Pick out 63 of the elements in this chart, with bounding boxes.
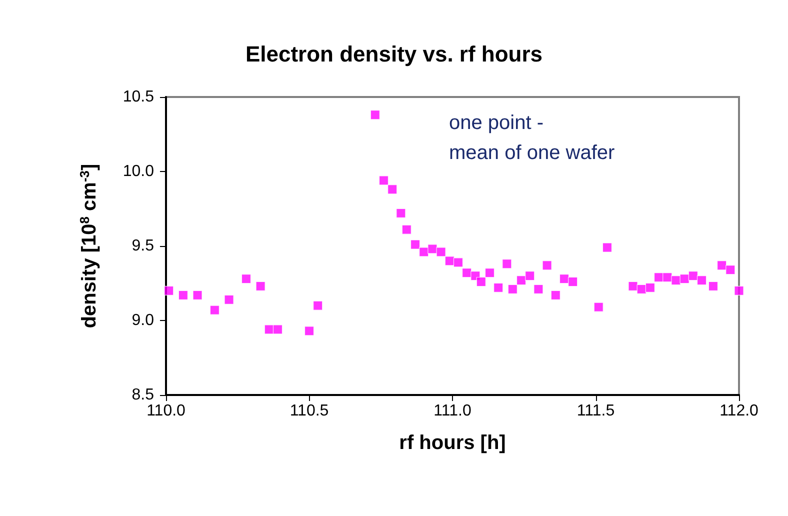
point	[696, 275, 707, 286]
point	[688, 271, 698, 281]
x-tick-label: 112.0	[720, 402, 759, 420]
point	[671, 275, 681, 286]
point	[272, 324, 283, 334]
y-tick-label: 10.0	[122, 163, 154, 180]
point	[550, 290, 560, 300]
point	[628, 281, 638, 292]
point	[192, 290, 202, 300]
point	[602, 242, 612, 252]
point	[178, 290, 188, 300]
point	[264, 324, 274, 334]
y-axis-title: density [108 cm-3]	[77, 164, 100, 328]
point	[410, 240, 420, 250]
x-axis-title: rf hours [h]	[399, 432, 506, 454]
point	[419, 247, 429, 257]
point	[444, 256, 454, 266]
x-tick-label: 111.5	[576, 402, 615, 420]
annotation: one point - mean of one wafer	[449, 112, 615, 164]
point	[476, 276, 486, 287]
point	[508, 284, 518, 294]
x-tick-label: 111.0	[434, 402, 472, 420]
point	[428, 244, 438, 254]
point	[717, 260, 727, 270]
point	[594, 302, 604, 312]
point	[256, 281, 266, 292]
point	[636, 284, 646, 294]
point	[378, 176, 389, 186]
point	[370, 110, 380, 120]
point	[210, 305, 220, 315]
point	[453, 258, 464, 268]
point	[313, 300, 323, 310]
point	[224, 294, 234, 304]
point	[542, 260, 552, 270]
point	[396, 208, 406, 218]
x-tick-label: 110.5	[290, 402, 329, 420]
point	[559, 274, 570, 284]
point	[502, 259, 512, 269]
y-tick-label: 9.5	[132, 238, 154, 254]
point	[568, 276, 578, 287]
point	[534, 284, 544, 294]
point	[708, 281, 718, 292]
point	[525, 271, 535, 281]
y-tick-label: 10.5	[122, 88, 154, 106]
point	[494, 282, 504, 293]
point	[516, 275, 526, 286]
chart-title: Electron density vs. rf hours	[245, 42, 543, 66]
point	[484, 268, 495, 278]
point	[662, 272, 672, 282]
point	[462, 268, 472, 278]
y-tick-label: 8.5	[132, 386, 154, 404]
point	[241, 274, 252, 284]
point	[402, 224, 412, 234]
x-tick-label: 110.0	[146, 402, 186, 420]
point	[388, 184, 398, 194]
point	[680, 274, 690, 284]
point	[436, 247, 446, 257]
point	[645, 282, 655, 293]
y-tick-label: 9.0	[132, 312, 154, 329]
point	[726, 265, 736, 275]
point	[304, 326, 314, 336]
point	[164, 286, 174, 296]
point	[734, 286, 744, 296]
